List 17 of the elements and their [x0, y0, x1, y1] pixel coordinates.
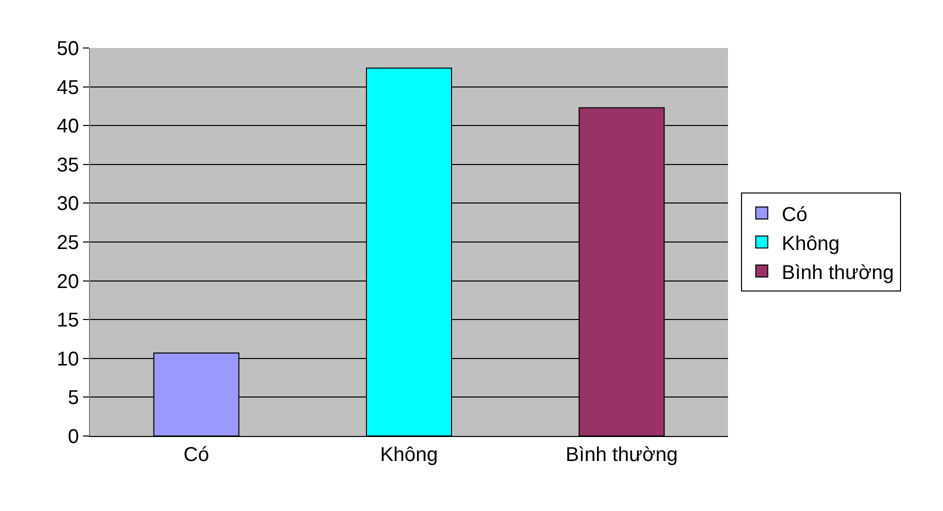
x-tick-label: Bình thường: [566, 444, 678, 466]
y-tick-label: 50: [56, 38, 79, 60]
y-tick-label: 25: [56, 232, 79, 254]
y-tick-label: 5: [68, 387, 79, 410]
y-tick-label: 0: [68, 426, 79, 448]
y-tick-label: 10: [56, 348, 79, 370]
y-tick-label: 45: [56, 76, 79, 99]
legend-label: Không: [782, 232, 840, 255]
x-tick-label: Có: [184, 444, 210, 466]
y-tick-label: 40: [56, 116, 79, 138]
y-tick-label: 20: [56, 270, 79, 293]
y-tick-label: 30: [56, 193, 79, 216]
x-tick-label: Không: [380, 444, 438, 466]
y-tick-label: 35: [56, 154, 79, 176]
legend-label: Bình thường: [782, 262, 894, 284]
y-tick-label: 15: [56, 310, 79, 332]
legend-label: Có: [782, 204, 808, 226]
